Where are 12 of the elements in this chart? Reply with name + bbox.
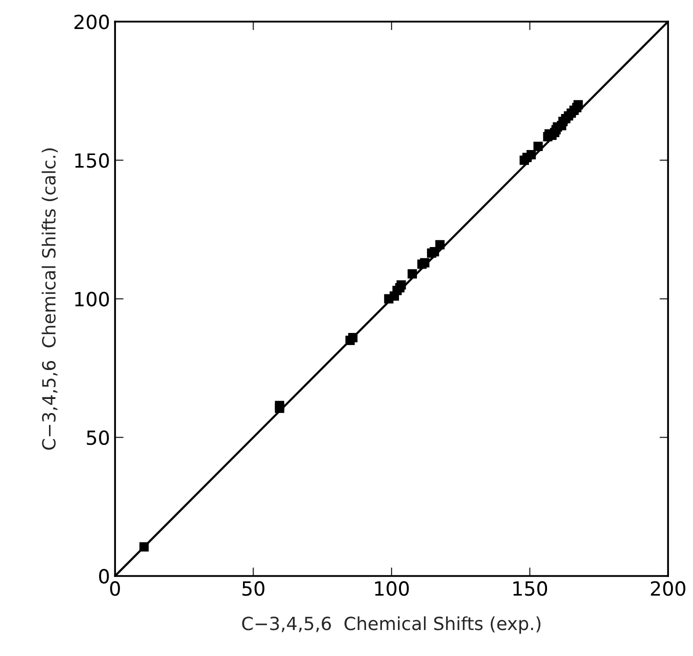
x-tick-label: 150 [513, 581, 548, 596]
y-tick-label: 200 [74, 14, 109, 30]
y-tick-label: 0 [99, 568, 109, 584]
y-tick-label: 100 [75, 292, 109, 306]
y-tick-label: 150 [75, 153, 109, 168]
x-axis-title: C−3,4,5,6 Chemical Shifts (exp.) [242, 616, 540, 634]
x-tick-label: 50 [242, 581, 264, 596]
x-tick-label: 200 [650, 581, 686, 596]
y-tick-label: 50 [86, 430, 109, 446]
x-tick-label: 0 [110, 581, 120, 596]
y-axis-title: C−3,4,5,6 Chemical Shifts (calc.) [42, 148, 58, 450]
x-tick-label: 100 [375, 581, 409, 596]
